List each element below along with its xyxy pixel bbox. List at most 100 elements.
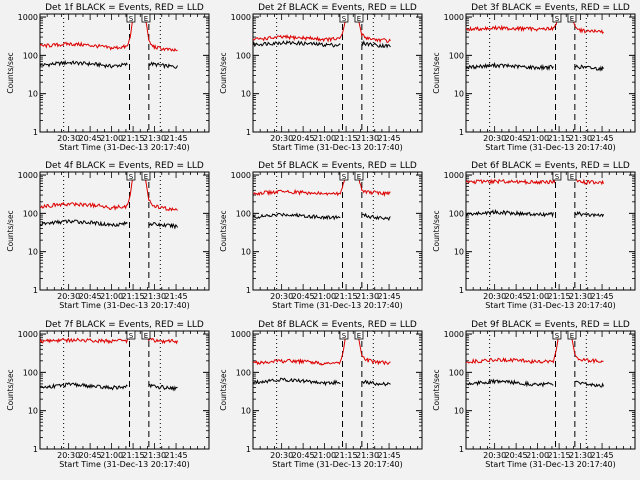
marker-label: E (144, 173, 148, 181)
marker-box-s (552, 330, 562, 340)
marker-label: S (342, 15, 347, 23)
x-tick-label: 21:00 (313, 134, 336, 143)
marker-box-e (354, 171, 364, 181)
x-tick-label: 20:45 (79, 292, 102, 301)
y-tick-label: 1 (246, 128, 251, 137)
x-tick-label: 21:30 (143, 292, 166, 301)
x-tick-label: 21:30 (569, 134, 592, 143)
plot-frame (39, 330, 210, 450)
x-tick-label: 20:30 (57, 292, 80, 301)
marker-label: E (144, 332, 148, 340)
marker-label: E (357, 332, 361, 340)
x-tick-label: 21:45 (378, 292, 401, 301)
x-axis-label: Start Time (31-Dec-13 20:17:40) (485, 143, 616, 152)
series-line-events (574, 64, 604, 72)
y-tick-label: 1 (33, 128, 38, 137)
series-group (253, 14, 391, 49)
plot-frame (465, 330, 636, 450)
panel-title: Det 1f BLACK = Events, RED = LLD (45, 3, 204, 13)
x-tick-label: 20:45 (505, 134, 528, 143)
x-tick-label: 20:45 (292, 292, 315, 301)
marker-box-e (567, 330, 577, 340)
x-tick-label: 20:30 (270, 292, 293, 301)
marker-label: E (570, 173, 574, 181)
panel-title: Det 4f BLACK = Events, RED = LLD (45, 161, 204, 171)
series-line-events (40, 381, 128, 391)
y-tick-label: 1 (246, 286, 251, 295)
panel-det-8: Det 8f BLACK = Events, RED = LLD Counts/s… (219, 320, 423, 469)
x-tick-label: 21:00 (100, 292, 123, 301)
x-tick-label: 21:00 (100, 134, 123, 143)
series-line-lld (253, 173, 348, 197)
series-line-lld (570, 332, 604, 365)
series-line-lld (466, 172, 560, 186)
panel-det-7: Det 7f BLACK = Events, RED = LLD Counts/s… (6, 320, 210, 469)
x-tick-label: 21:15 (548, 451, 571, 460)
x-tick-label: 21:30 (143, 451, 166, 460)
series-group (466, 331, 604, 388)
marker-box-s (552, 13, 562, 23)
y-axis-label: Counts/sec (432, 210, 441, 251)
x-tick-label: 21:00 (100, 451, 123, 460)
series-line-lld (144, 333, 178, 345)
marker-label: S (129, 15, 134, 23)
y-tick-label: 1 (459, 128, 464, 137)
series-line-events (361, 379, 391, 387)
x-tick-label: 21:45 (591, 451, 614, 460)
series-line-events (574, 211, 604, 218)
marker-label: S (342, 332, 347, 340)
x-axis-label: Start Time (31-Dec-13 20:17:40) (59, 301, 190, 310)
marker-label: E (357, 173, 361, 181)
series-line-events (361, 212, 391, 222)
series-line-lld (357, 332, 391, 366)
marker-box-s (126, 171, 136, 181)
plot-frame (252, 171, 423, 291)
x-axis-label: Start Time (31-Dec-13 20:17:40) (272, 143, 403, 152)
series-line-lld (144, 15, 178, 52)
y-tick-label: 10 (454, 248, 464, 257)
marker-label: E (144, 15, 148, 23)
x-tick-label: 21:45 (165, 451, 188, 460)
marker-box-s (339, 171, 349, 181)
panel-title: Det 6f BLACK = Events, RED = LLD (471, 161, 630, 171)
marker-label: S (555, 173, 560, 181)
plot-frame (252, 330, 423, 450)
y-tick-label: 1000 (444, 171, 464, 180)
x-tick-label: 21:00 (526, 451, 549, 460)
x-tick-label: 21:30 (569, 451, 592, 460)
y-axis-label: Counts/sec (219, 210, 228, 251)
series-line-events (40, 59, 128, 69)
x-tick-label: 20:45 (505, 292, 528, 301)
x-tick-label: 20:30 (483, 451, 506, 460)
x-tick-label: 20:30 (270, 134, 293, 143)
y-tick-label: 1000 (231, 330, 251, 339)
y-tick-label: 100 (236, 368, 251, 377)
plot-frame (465, 171, 636, 291)
marker-box-s (339, 13, 349, 23)
series-group (253, 332, 391, 387)
y-axis-label: Counts/sec (6, 210, 15, 251)
marker-box-s (126, 330, 136, 340)
plot-frame (465, 13, 636, 133)
y-tick-label: 1 (33, 286, 38, 295)
y-tick-label: 10 (28, 407, 38, 416)
series-group (253, 173, 391, 222)
x-tick-label: 21:15 (122, 292, 145, 301)
x-tick-label: 21:15 (548, 292, 571, 301)
y-tick-label: 1000 (231, 171, 251, 180)
y-axis-label: Counts/sec (219, 369, 228, 410)
marker-box-s (552, 171, 562, 181)
y-tick-label: 1 (459, 445, 464, 454)
series-line-lld (40, 331, 135, 345)
y-tick-label: 10 (241, 248, 251, 257)
panel-title: Det 3f BLACK = Events, RED = LLD (471, 3, 630, 13)
series-line-lld (570, 15, 604, 35)
marker-label: S (342, 173, 347, 181)
x-tick-label: 20:45 (292, 134, 315, 143)
x-tick-label: 21:15 (122, 451, 145, 460)
marker-label: S (129, 332, 134, 340)
series-group (40, 14, 178, 70)
series-line-events (253, 212, 341, 221)
x-tick-label: 21:00 (313, 451, 336, 460)
